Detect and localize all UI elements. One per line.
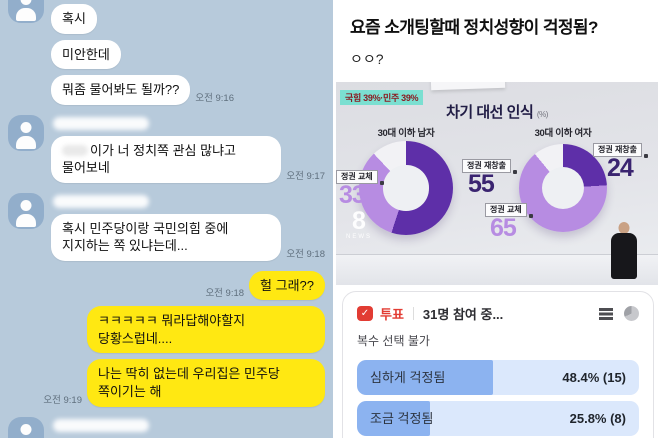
- message-line: 오전 9:18 헐 그래??: [205, 270, 325, 301]
- poll-options-list: 심하게 걱정됨 48.4% (15) 조금 걱정됨 25.8% (8): [357, 360, 639, 438]
- post-body: ㅇㅇ?: [350, 51, 384, 67]
- avatar[interactable]: [8, 416, 44, 438]
- news-screenshot: 국힘 39%·민주 39% 차기 대선 인식 (%) 30대 이하 남자 30대…: [336, 82, 658, 285]
- callout-value: 24: [607, 154, 634, 182]
- message-column: ㅋㅋㅋㅋ미안하다 당황스러운 질문해서오케이 고마워 답오면 또 연락줄게: [51, 417, 284, 438]
- person-icon: [20, 199, 32, 211]
- callout-label: 정권 재창출: [462, 159, 518, 174]
- message-column: 혹시 민주당이랑 국민의힘 중에 지지하는 쪽 있냐는데... 오전 9:18: [51, 193, 325, 261]
- list-view-icon[interactable]: [599, 307, 613, 320]
- message-line: 미안한데: [51, 39, 121, 70]
- callout-label: 정권 재창출: [593, 143, 649, 158]
- poll-option-label: 조금 걱정됨: [370, 411, 434, 426]
- callout-value: 55: [468, 170, 495, 198]
- figure-head: [618, 222, 630, 234]
- message-timestamp: 오전 9:18: [205, 288, 245, 300]
- donut-chart-women: [519, 144, 607, 232]
- forum-post-panel: 요즘 소개팅할때 정치성향이 걱정됨? ㅇㅇ? 국힘 39%·민주 39% 차기…: [336, 0, 658, 438]
- chat-bubble: ㅋㅋㅋㅋㅋ 뭐라답해야할지 당황스럽네....: [87, 306, 325, 354]
- avatar[interactable]: [8, 114, 44, 151]
- party-approval-badge: 국힘 39%·민주 39%: [340, 90, 424, 105]
- pie-chart-icon[interactable]: [624, 306, 639, 321]
- chat-message-group: 오전 9:18 헐 그래?? ㅋㅋㅋㅋㅋ 뭐라답해야할지 당황스럽네.... 오전 9…: [8, 270, 325, 407]
- message-line: 혹시: [51, 4, 97, 34]
- callout-value: 65: [490, 214, 517, 242]
- donut-group-label-women: 30대 이하 여자: [534, 128, 592, 139]
- ballot-icon: ✓: [357, 306, 373, 321]
- message-timestamp: 오전 9:18: [286, 248, 325, 260]
- message-timestamp: 오전 9:16: [195, 92, 234, 104]
- message-line: 혹시 민주당이랑 국민의힘 중에 지지하는 쪽 있냐는데... 오전 9:18: [51, 213, 325, 261]
- chat-bubble: 미안한데: [51, 39, 121, 70]
- figure-body: [611, 233, 637, 279]
- blurred-sender-name: [53, 194, 149, 208]
- poll-option[interactable]: 조금 걱정됨 25.8% (8): [357, 401, 639, 436]
- message-timestamp: 오전 9:19: [43, 394, 82, 406]
- chart-title: 차기 대선 인식 (%): [336, 101, 658, 122]
- poll-option-result: 48.4% (15): [562, 370, 626, 385]
- poll-note: 복수 선택 불가: [357, 334, 430, 348]
- sbs-8news-logo: 8 NEWS: [346, 207, 372, 241]
- person-icon: [20, 423, 32, 435]
- logo-number: 8: [352, 207, 366, 235]
- person-icon: [20, 121, 32, 133]
- chart-unit: (%): [536, 110, 548, 119]
- poll-view-toggles: [599, 306, 639, 321]
- message-line: ㅋㅋㅋㅋㅋ 뭐라답해야할지 당황스럽네....: [87, 306, 325, 354]
- blurred-sender-name: [53, 116, 149, 130]
- person-icon: [16, 135, 36, 149]
- callout-label: 정권 교체: [336, 170, 384, 185]
- poll-participants: 31명 참여 중...: [422, 307, 504, 322]
- page-curl-decoration: [430, 82, 506, 91]
- poll-card: ✓ 투표 31명 참여 중... 복수 선택 불가 심하게 걱정됨 48.4% (…: [342, 291, 654, 438]
- donut-chart-men: [359, 141, 453, 235]
- divider: [412, 307, 414, 320]
- chat-bubble: 나는 딱히 없는데 우리집은 민주당 쪽이기는 해: [87, 359, 325, 407]
- poll-option-result: 25.8% (8): [569, 411, 626, 426]
- chat-bubble: 혹시: [51, 4, 97, 34]
- message-line: 뭐좀 물어봐도 될까?? 오전 9:16: [51, 75, 234, 105]
- person-icon: [16, 213, 36, 227]
- avatar[interactable]: [8, 0, 44, 23]
- poll-option-label: 심하게 걱정됨: [370, 370, 446, 385]
- chat-bubble: 헐 그래??: [249, 270, 325, 301]
- chat-message-group: 혹시 민주당이랑 국민의힘 중에 지지하는 쪽 있냐는데... 오전 9:18: [8, 192, 325, 261]
- poll-option-fill: [357, 401, 430, 436]
- chat-bubble: 혹시 민주당이랑 국민의힘 중에 지지하는 쪽 있냐는데...: [51, 213, 282, 261]
- blurred-sender-name: [53, 418, 149, 432]
- callout-value: 33: [339, 181, 366, 209]
- avatar[interactable]: [8, 192, 44, 229]
- post-title: 요즘 소개팅할때 정치성향이 걱정됨?: [350, 18, 598, 37]
- chat-message-group: ㅋㅋㅋㅋ미안하다 당황스러운 질문해서오케이 고마워 답오면 또 연락줄게: [8, 416, 325, 438]
- poll-option[interactable]: 심하게 걱정됨 48.4% (15): [357, 360, 639, 395]
- poll-type-label: 투표: [380, 307, 404, 322]
- callout-label: 정권 교체: [485, 203, 533, 218]
- studio-floor: [336, 254, 658, 285]
- logo-word: NEWS: [346, 234, 372, 240]
- poll-option-fill: [357, 360, 494, 395]
- person-icon: [16, 8, 36, 21]
- person-icon: [20, 0, 32, 5]
- poll-header: ✓ 투표 31명 참여 중...: [357, 304, 639, 323]
- chat-bubble: 뭐좀 물어봐도 될까??: [51, 75, 191, 105]
- message-column: 오전 9:18 헐 그래?? ㅋㅋㅋㅋㅋ 뭐라답해야할지 당황스럽네.... 오전 9…: [8, 270, 325, 407]
- chart-title-text: 차기 대선 인식: [446, 104, 534, 121]
- message-line: 오전 9:19 나는 딱히 없는데 우리집은 민주당 쪽이기는 해: [43, 359, 325, 407]
- blurred-name-inline: [62, 144, 88, 156]
- chat-bubble: 이가 너 정치쪽 관심 많냐고 물어보네: [51, 135, 282, 183]
- sign-language-interpreter-figure: [607, 222, 641, 279]
- message-timestamp: 오전 9:17: [286, 170, 325, 182]
- donut-group-label-men: 30대 이하 남자: [377, 128, 435, 139]
